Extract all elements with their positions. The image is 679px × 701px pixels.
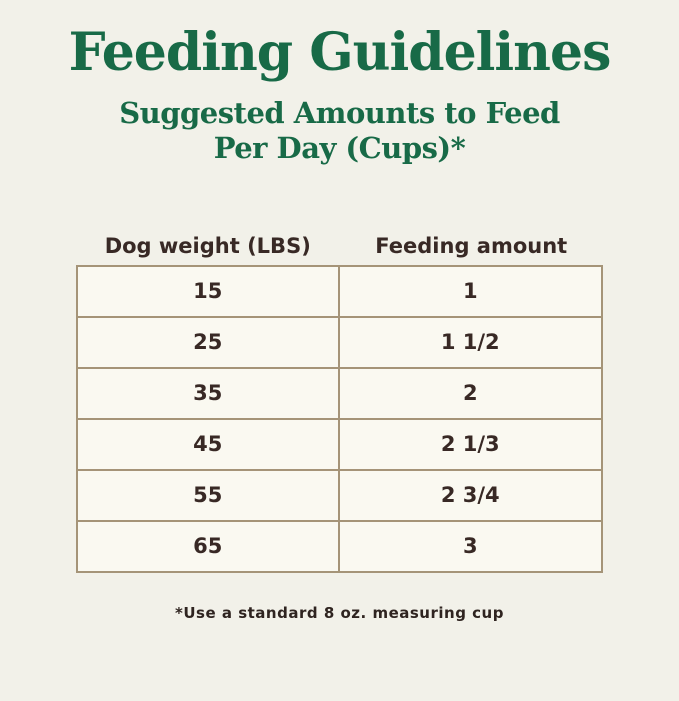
subtitle-line-2: Per Day (Cups)* — [213, 131, 466, 166]
dog-weight-cell: 25 — [78, 315, 340, 367]
feeding-amount-cell: 1 1/2 — [339, 315, 601, 367]
feeding-table-area: Dog weight (LBS) Feeding amount 15 1 25 … — [76, 234, 603, 573]
feeding-guidelines-panel: Feeding Guidelines Suggested Amounts to … — [0, 22, 679, 701]
feeding-amount-cell: 1 — [462, 279, 478, 304]
dog-weight-cell: 45 — [78, 417, 340, 469]
feeding-amount-cell: 3 — [339, 519, 601, 571]
dog-weight-cell: 65 — [78, 519, 340, 571]
subtitle-line-1: Suggested Amounts to Feed — [119, 96, 560, 131]
footnote: *Use a standard 8 oz. measuring cup — [175, 603, 504, 622]
dog-weight-cell: 35 — [78, 366, 340, 418]
column-header-feeding-amount: Feeding amount — [375, 233, 568, 258]
dog-weight-cell: 55 — [78, 468, 340, 520]
dog-weight-cell: 15 — [78, 266, 340, 316]
feeding-amount-cell: 2 — [339, 366, 601, 418]
column-header-dog-weight: Dog weight (LBS) — [104, 233, 311, 258]
page-subtitle: Suggested Amounts to Feed Per Day (Cups)… — [0, 96, 679, 166]
table-column-headers: Dog weight (LBS) Feeding amount — [76, 234, 603, 258]
page-title: Feeding Guidelines — [68, 22, 612, 83]
feeding-amount-cell: 2 3/4 — [339, 468, 601, 520]
feeding-amount-cell: 2 1/3 — [339, 417, 601, 469]
feeding-table: 15 1 25 1 1/2 35 2 45 2 1/3 55 2 3/4 65 … — [76, 264, 603, 573]
